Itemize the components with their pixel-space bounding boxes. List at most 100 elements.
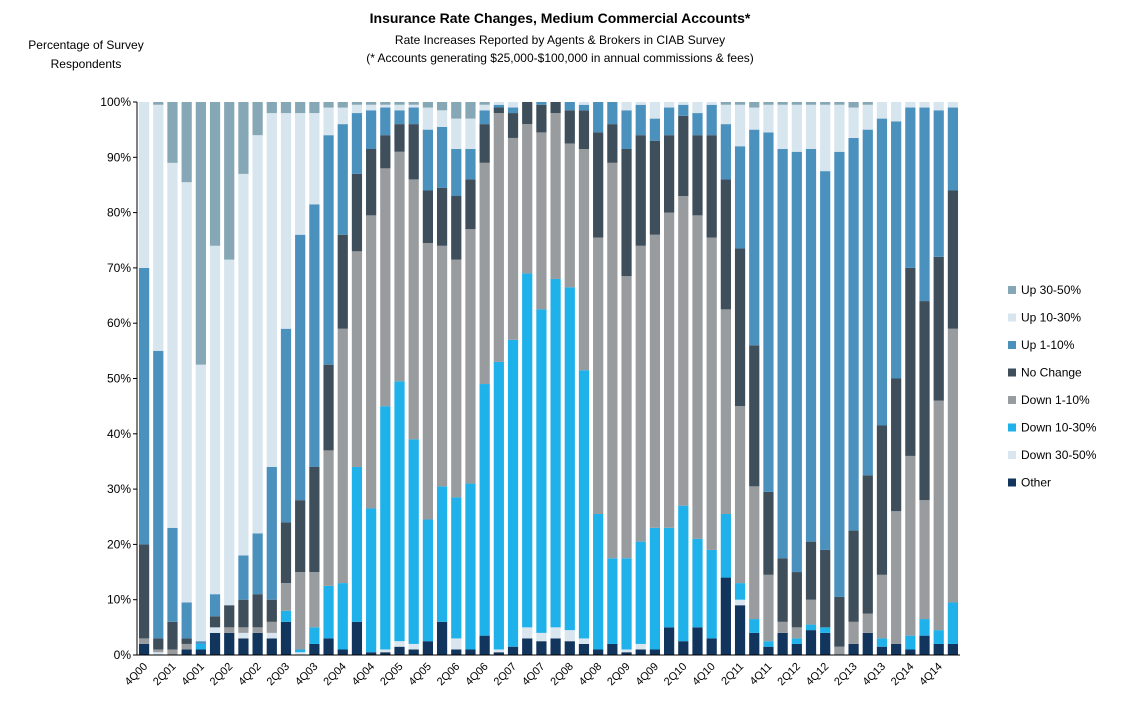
bar-segment: [777, 104, 788, 150]
bar-segment: [351, 621, 363, 655]
bar-segment: [919, 102, 930, 108]
bar-segment: [436, 486, 448, 622]
bar-segment: [621, 110, 632, 150]
bar-segment: [820, 627, 831, 633]
bar-segment: [422, 102, 433, 108]
y-tick-label: 20%: [107, 537, 131, 551]
y-tick-label: 30%: [107, 482, 131, 496]
bar-segment: [181, 182, 192, 603]
bar-segment: [138, 544, 150, 639]
bar-segment: [578, 643, 590, 655]
bar-segment: [805, 599, 817, 625]
bar-segment: [252, 533, 263, 595]
bar-segment: [763, 102, 774, 105]
bar-segment: [777, 102, 788, 105]
bar-segment: [905, 455, 916, 636]
bar-segment: [649, 140, 661, 235]
bar-segment: [238, 632, 249, 639]
bar-segment: [266, 621, 277, 633]
bar-segment: [678, 104, 689, 116]
bar-segment: [763, 104, 774, 133]
bar-segment: [337, 328, 348, 584]
bar-segment: [422, 243, 433, 520]
bar-segment: [280, 113, 292, 329]
bar-segment: [621, 102, 632, 111]
bar-segment: [280, 522, 292, 584]
bar-segment: [295, 652, 306, 655]
bar-segment: [479, 384, 490, 636]
bar-segment: [507, 339, 519, 647]
bar-segment: [337, 234, 348, 329]
bar-segment: [763, 646, 774, 655]
legend-swatch: [1008, 396, 1016, 404]
bar-segment: [564, 110, 575, 144]
bar-segment: [664, 102, 675, 108]
bar-segment: [408, 104, 419, 108]
bar-segment: [366, 652, 377, 655]
bar-segment: [238, 599, 249, 628]
bar-segment: [351, 173, 363, 252]
bar-segment: [862, 475, 873, 614]
bar-segment: [564, 641, 575, 655]
bar-segment: [607, 558, 618, 644]
bar-segment: [706, 638, 717, 655]
bar-segment: [692, 102, 703, 114]
bar-segment: [394, 110, 405, 125]
bar-segment: [749, 619, 760, 633]
bar-segment: [209, 632, 221, 655]
bar-segment: [820, 549, 831, 628]
bar-segment: [479, 104, 490, 111]
bar-segment: [323, 364, 334, 451]
bar-segment: [252, 135, 263, 534]
y-axis-title: Respondents: [51, 57, 122, 71]
bar-segment: [451, 497, 462, 639]
bar-segment: [436, 126, 448, 188]
bar-segment: [380, 649, 391, 653]
bar-segment: [238, 102, 249, 174]
bar-segment: [366, 215, 377, 509]
bar-segment: [507, 107, 519, 114]
bar-segment: [181, 102, 192, 183]
bar-segment: [862, 613, 873, 633]
bar-segment: [181, 638, 192, 644]
bar-segment: [451, 118, 462, 150]
bar-segment: [749, 102, 760, 108]
chart-subtitle: Rate Increases Reported by Agents & Brok…: [395, 33, 725, 47]
bar-segment: [266, 638, 277, 655]
bar-segment: [734, 605, 746, 655]
bar-segment: [593, 237, 604, 514]
bar-segment: [891, 121, 902, 379]
bar-segment: [380, 652, 391, 655]
bar-segment: [763, 641, 774, 647]
bar-segment: [209, 102, 221, 246]
bar-segment: [947, 643, 959, 655]
bar-segment: [905, 107, 916, 268]
bar-segment: [550, 102, 561, 114]
bar-segment: [649, 527, 661, 650]
bar-segment: [493, 652, 504, 655]
bar-segment: [238, 173, 249, 556]
bar-segment: [366, 110, 377, 150]
bar-segment: [209, 245, 221, 595]
bar-segment: [791, 627, 802, 639]
bar-segment: [309, 643, 320, 655]
bar-segment: [295, 113, 306, 235]
bar-segment: [181, 602, 192, 639]
bar-segment: [451, 196, 462, 260]
y-axis-title: Percentage of Survey: [28, 38, 143, 52]
x-tick-label: 2Q14: [889, 661, 917, 689]
bar-segment: [238, 638, 249, 655]
bar-segment: [309, 627, 320, 644]
bar-segment: [720, 179, 731, 310]
bar-segment: [436, 102, 448, 111]
x-tick-label: 2Q13: [832, 661, 860, 689]
bar-segment: [734, 146, 746, 249]
legend-label: Down 10-30%: [1021, 421, 1097, 435]
bar-segment: [536, 104, 547, 133]
bar-segment: [848, 107, 859, 138]
bar-segment: [564, 143, 575, 288]
legend-label: Other: [1021, 476, 1051, 490]
bar-segment: [593, 102, 604, 133]
bar-segment: [224, 102, 235, 260]
